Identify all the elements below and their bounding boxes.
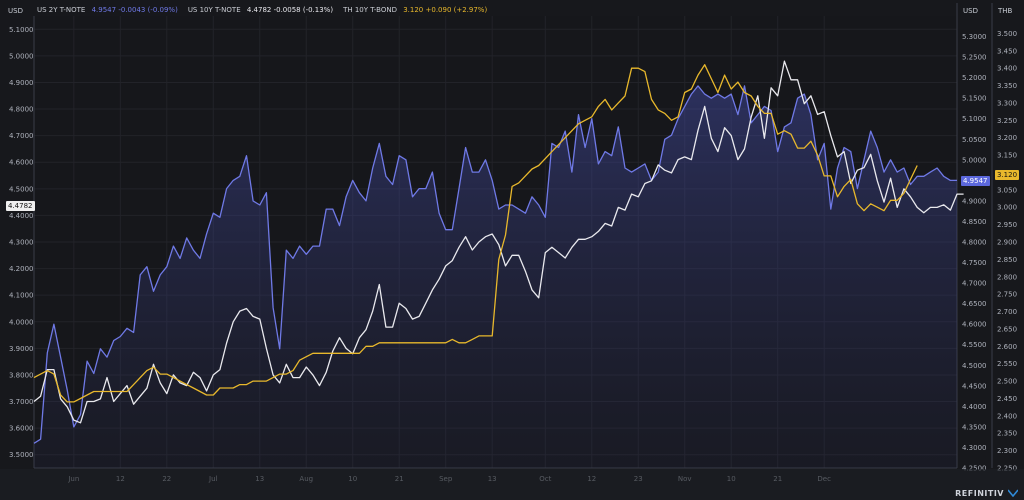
right-thb-y-tick-label: 2.900 (997, 239, 1017, 247)
right-thb-y-tick-label: 2.700 (997, 308, 1017, 316)
left-y-tick-label: 4.8000 (9, 106, 34, 114)
right-usd-y-tick-label: 4.3500 (962, 423, 987, 431)
right-thb-y-tick-label: 3.250 (997, 117, 1017, 125)
series-line-2 (33, 64, 918, 403)
right-thb-y-tick-label: 2.550 (997, 360, 1017, 368)
right-usd-y-tick-label: 5.2500 (962, 54, 987, 62)
right-thb-y-tick-label: 3.450 (997, 47, 1017, 55)
right-usd-y-tick-label: 5.3000 (962, 33, 987, 41)
right-thb-y-tick-label: 2.400 (997, 412, 1017, 420)
right-thb-y-tick-label: 3.200 (997, 134, 1017, 142)
right-usd-y-tick-label: 4.7500 (962, 259, 987, 267)
right-usd-y-tick-label: 4.8500 (962, 218, 987, 226)
left-y-tick-label: 3.9000 (9, 345, 34, 353)
right-usd-y-tick-label: 4.3000 (962, 444, 987, 452)
left-y-tick-label: 4.6000 (9, 159, 34, 167)
legend-item-us2y[interactable]: US 2Y T-NOTE 4.9547 -0.0043 (-0.09%) (37, 6, 178, 14)
right-usd-y-tick-label: 4.4500 (962, 382, 987, 390)
legend-series-name: TH 10Y T-BOND (343, 6, 397, 14)
left-y-tick-label: 3.6000 (9, 425, 34, 433)
refinitiv-logo: REFINITIV (955, 489, 1004, 498)
right-usd-y-tick-label: 4.7000 (962, 280, 987, 288)
right-usd-y-tick-label: 5.0500 (962, 136, 987, 144)
right-thb-y-tick-label: 3.400 (997, 65, 1017, 73)
legend-series-value: 4.4782 (246, 6, 272, 14)
right-usd-y-tick-label: 4.8000 (962, 239, 987, 247)
left-y-tick-label: 4.5000 (9, 185, 34, 193)
legend-series-change: -0.0058 (-0.13%) (273, 6, 334, 14)
series-area-0 (34, 85, 957, 469)
series-line-1 (33, 60, 964, 424)
right-thb-y-tick-label: 2.650 (997, 325, 1017, 333)
right-usd-y-tick-label: 5.2000 (962, 74, 987, 82)
left-y-tick-label: 4.9000 (9, 79, 34, 87)
right-thb-y-tick-label: 2.500 (997, 378, 1017, 386)
right-thb-y-tick-label: 3.000 (997, 204, 1017, 212)
right-thb-y-tick-label: 2.750 (997, 291, 1017, 299)
x-axis-band (0, 469, 1024, 500)
left-y-tick-label: 3.5000 (9, 451, 34, 459)
right-usd-y-tick-label: 5.1500 (962, 95, 987, 103)
left-axis-unit: USD (8, 7, 23, 15)
series-line-0 (33, 85, 957, 444)
right-thb-last-value-tag: 3.120 (995, 170, 1020, 180)
legend-series-change: -0.0043 (-0.09%) (118, 6, 178, 14)
left-y-tick-label: 3.8000 (9, 371, 34, 379)
left-y-tick-label: 4.2000 (9, 265, 34, 273)
right-thb-y-tick-label: 2.300 (997, 447, 1017, 455)
legend-item-th10y[interactable]: TH 10Y T-BOND 3.120 +0.090 (+2.97%) (343, 6, 487, 14)
right-thb-y-tick-label: 2.800 (997, 273, 1017, 281)
right-thb-y-tick-label: 2.850 (997, 256, 1017, 264)
right-usd-y-tick-label: 4.4000 (962, 403, 987, 411)
right-usd-last-value-tag: 4.9547 (961, 176, 990, 186)
legend-series-change: +0.090 (+2.97%) (425, 6, 488, 14)
right-usd-y-tick-label: 4.9000 (962, 197, 987, 205)
refinitiv-logo-icon (1008, 489, 1018, 497)
legend-series-name: US 10Y T-NOTE (187, 6, 241, 14)
right-usd-y-tick-label: 4.5000 (962, 362, 987, 370)
legend-series-value: 4.9547 (91, 6, 117, 14)
right-usd-y-tick-label: 4.2500 (962, 465, 987, 473)
right-thb-axis-unit: THB (998, 7, 1013, 15)
left-y-tick-label: 4.4000 (9, 212, 34, 220)
right-thb-y-tick-label: 2.950 (997, 221, 1017, 229)
right-usd-y-tick-label: 5.0000 (962, 156, 987, 164)
right-thb-y-tick-label: 3.150 (997, 152, 1017, 160)
right-usd-y-tick-label: 4.5500 (962, 341, 987, 349)
left-y-tick-label: 5.0000 (9, 52, 34, 60)
left-y-tick-label: 4.3000 (9, 239, 34, 247)
right-thb-y-tick-label: 3.050 (997, 186, 1017, 194)
right-thb-y-tick-label: 2.600 (997, 343, 1017, 351)
right-thb-y-tick-label: 2.350 (997, 430, 1017, 438)
right-usd-y-tick-label: 4.6500 (962, 300, 987, 308)
right-thb-y-tick-label: 2.450 (997, 395, 1017, 403)
right-thb-y-tick-label: 3.500 (997, 30, 1017, 38)
left-y-tick-label: 3.7000 (9, 398, 34, 406)
left-y-tick-label: 4.7000 (9, 132, 34, 140)
right-usd-y-tick-label: 4.6000 (962, 321, 987, 329)
right-thb-y-tick-label: 2.250 (997, 465, 1017, 473)
legend-series-value: 3.120 (403, 6, 424, 14)
legend-series-name: US 2Y T-NOTE (37, 6, 86, 14)
left-y-tick-label: 5.1000 (9, 26, 34, 34)
legend-item-us10y[interactable]: US 10Y T-NOTE 4.4782 -0.0058 (-0.13%) (188, 6, 333, 14)
right-thb-y-tick-label: 3.300 (997, 99, 1017, 107)
left-last-value-tag: 4.4782 (6, 201, 35, 211)
left-y-tick-label: 4.0000 (9, 318, 34, 326)
left-y-tick-label: 4.1000 (9, 292, 34, 300)
legend: US 2Y T-NOTE 4.9547 -0.0043 (-0.09%) US … (37, 6, 487, 14)
right-thb-y-tick-label: 3.350 (997, 82, 1017, 90)
right-usd-y-tick-label: 5.1000 (962, 115, 987, 123)
right-usd-axis-unit: USD (963, 7, 978, 15)
